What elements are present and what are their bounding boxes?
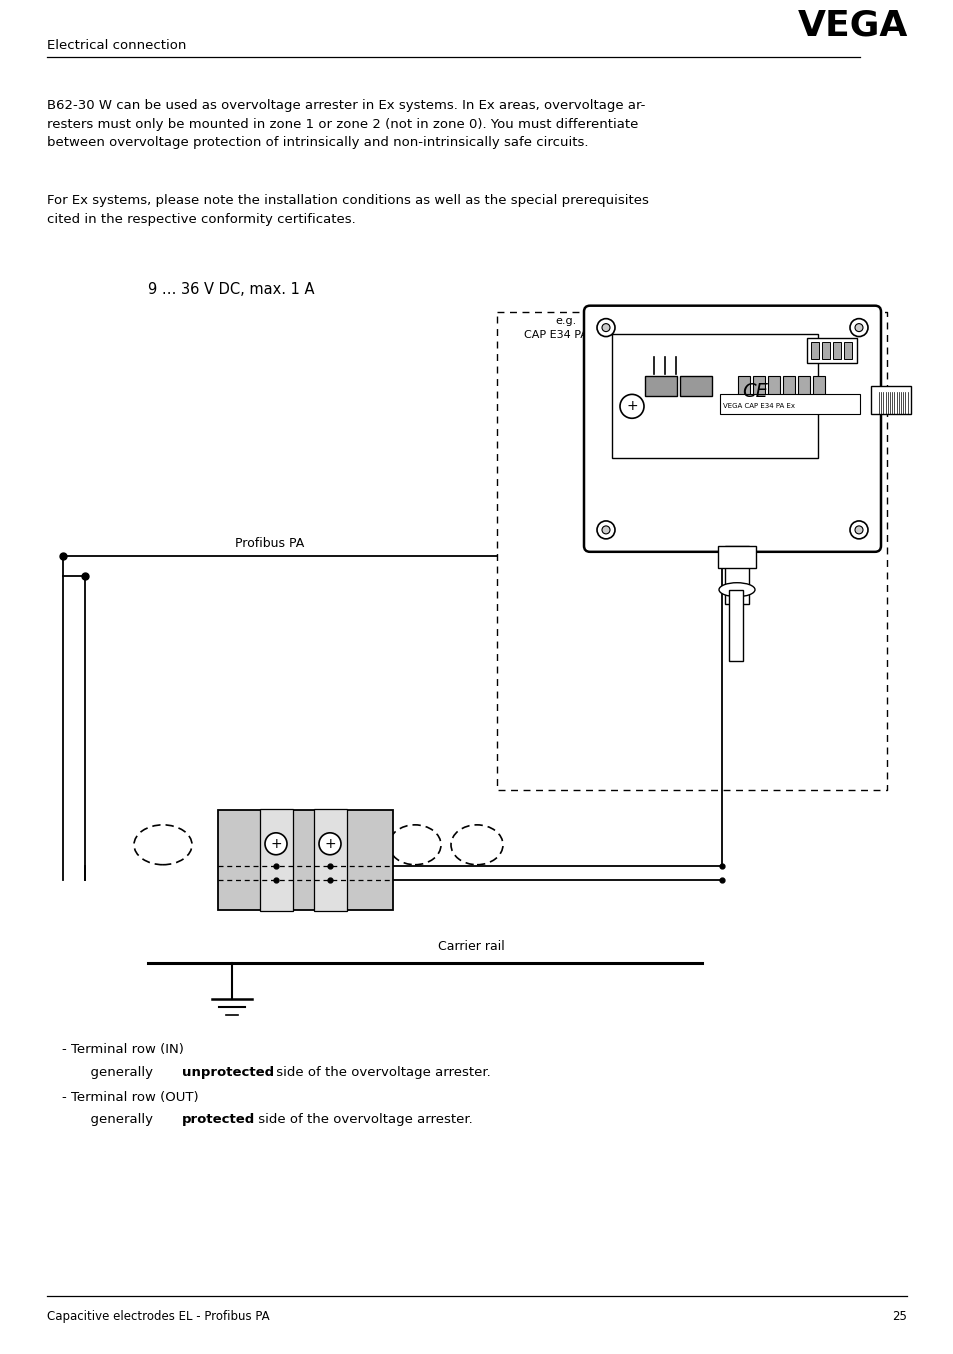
Text: +: + xyxy=(625,399,638,413)
Bar xyxy=(812,376,824,397)
Text: generally: generally xyxy=(82,1066,157,1079)
Bar xyxy=(612,333,817,458)
Bar xyxy=(218,810,393,910)
Bar xyxy=(821,341,829,360)
Circle shape xyxy=(619,394,643,418)
Text: VEGA: VEGA xyxy=(797,8,907,42)
Text: side of the overvoltage arrester.: side of the overvoltage arrester. xyxy=(253,1113,473,1125)
Text: VEGA CAP E34 PA Ex: VEGA CAP E34 PA Ex xyxy=(722,403,794,409)
Text: 9 … 36 V DC, max. 1 A: 9 … 36 V DC, max. 1 A xyxy=(148,282,314,297)
Bar xyxy=(724,546,748,604)
Bar xyxy=(738,376,749,397)
Circle shape xyxy=(318,833,340,854)
Ellipse shape xyxy=(451,825,502,865)
Text: generally: generally xyxy=(82,1113,157,1125)
Circle shape xyxy=(854,525,862,533)
Text: For Ex systems, please note the installation conditions as well as the special p: For Ex systems, please note the installa… xyxy=(47,194,648,226)
Circle shape xyxy=(849,521,867,539)
Circle shape xyxy=(597,318,615,337)
Bar xyxy=(718,546,755,567)
Text: B62-30 W can be used as overvoltage arrester in Ex systems. In Ex areas, overvol: B62-30 W can be used as overvoltage arre… xyxy=(47,99,644,149)
Text: protected: protected xyxy=(182,1113,255,1125)
Bar xyxy=(720,394,859,414)
Text: 25: 25 xyxy=(891,1311,906,1323)
FancyBboxPatch shape xyxy=(583,306,880,552)
Text: Capacitive electrodes EL - Profibus PA: Capacitive electrodes EL - Profibus PA xyxy=(47,1311,270,1323)
Text: Electrical connection: Electrical connection xyxy=(47,38,186,51)
Bar xyxy=(832,341,841,360)
Bar xyxy=(728,590,742,662)
Text: +: + xyxy=(270,837,281,850)
Text: CE: CE xyxy=(741,382,767,401)
Bar xyxy=(843,341,851,360)
Text: Profibus PA: Profibus PA xyxy=(234,536,304,550)
Bar xyxy=(752,376,764,397)
Text: side of the overvoltage arrester.: side of the overvoltage arrester. xyxy=(272,1066,490,1079)
Bar xyxy=(767,376,780,397)
Circle shape xyxy=(849,318,867,337)
Bar xyxy=(806,337,856,363)
Text: - Terminal row (IN): - Terminal row (IN) xyxy=(62,1043,184,1056)
Text: e.g.: e.g. xyxy=(555,315,576,326)
Ellipse shape xyxy=(133,825,192,865)
Circle shape xyxy=(601,525,609,533)
Bar xyxy=(871,386,911,414)
Text: +: + xyxy=(324,837,335,850)
Bar xyxy=(260,808,293,910)
Circle shape xyxy=(601,324,609,332)
Bar xyxy=(644,376,677,397)
Bar xyxy=(782,376,794,397)
Bar xyxy=(314,808,347,910)
Text: Carrier rail: Carrier rail xyxy=(437,941,504,953)
Ellipse shape xyxy=(389,825,440,865)
Text: CAP E34 PA Ex: CAP E34 PA Ex xyxy=(523,329,604,340)
Bar xyxy=(810,341,818,360)
Bar xyxy=(679,376,711,397)
Ellipse shape xyxy=(719,582,754,597)
Circle shape xyxy=(597,521,615,539)
Circle shape xyxy=(854,324,862,332)
Text: unprotected: unprotected xyxy=(182,1066,274,1079)
Bar xyxy=(870,386,910,414)
Text: - Terminal row (OUT): - Terminal row (OUT) xyxy=(62,1091,198,1104)
Bar xyxy=(797,376,809,397)
Circle shape xyxy=(265,833,287,854)
